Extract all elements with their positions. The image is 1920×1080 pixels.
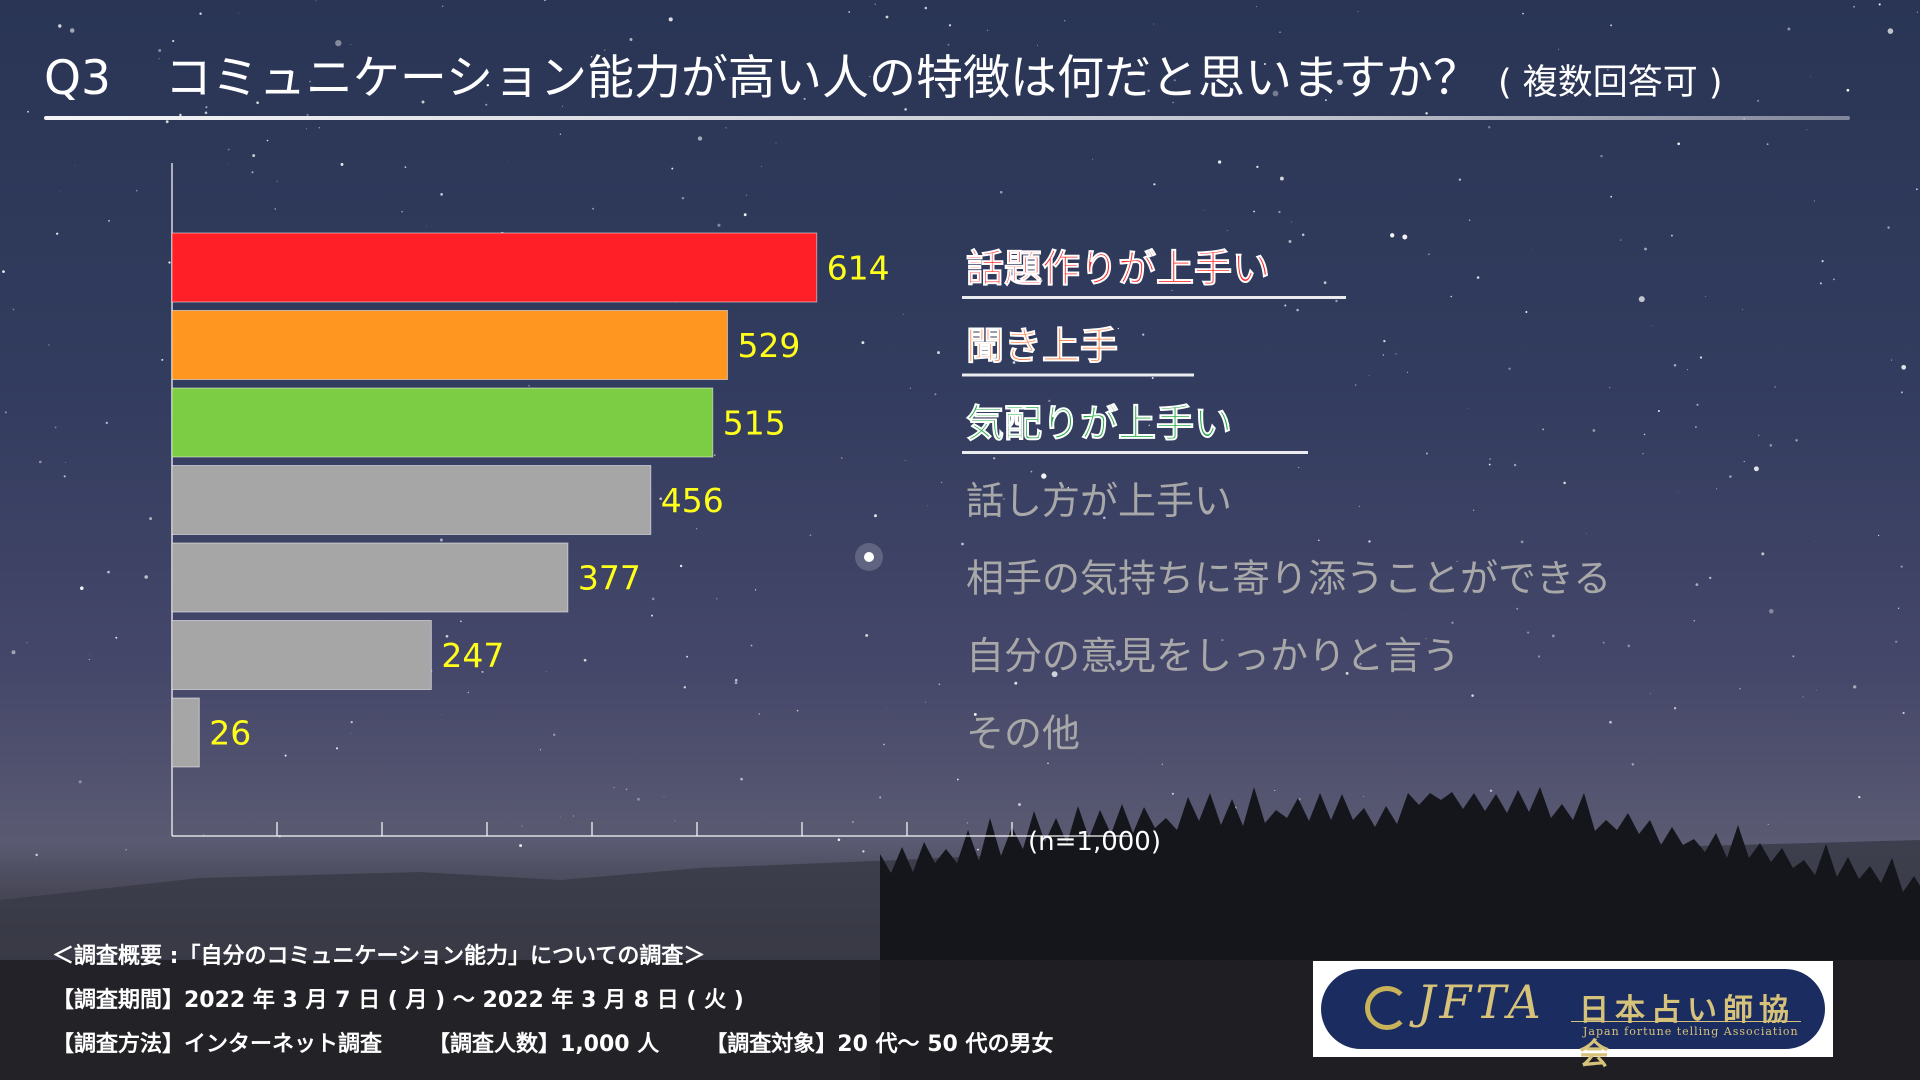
title-underline	[44, 116, 1850, 120]
logo-abbr: JFTA	[1417, 975, 1545, 1029]
logo-name-en: Japan fortune telling Association	[1583, 1025, 1799, 1038]
category-label: 話し方が上手い	[966, 479, 1232, 523]
bar	[171, 310, 728, 380]
bar-value-label: 377	[578, 559, 641, 598]
bar	[171, 542, 569, 613]
survey-target: 【調査対象】20 代～ 50 代の男女	[705, 1032, 1054, 1057]
bar-value-label: 614	[827, 249, 890, 288]
moon-icon	[1365, 986, 1409, 1030]
category-label: 話題作りが上手い	[966, 247, 1270, 291]
bar	[171, 465, 652, 535]
bar	[171, 620, 432, 690]
survey-overview-title: ＜調査概要 :「自分のコミュニケーション能力」についての調査＞	[52, 944, 706, 969]
bar-value-label: 456	[661, 481, 724, 520]
survey-count: 【調査人数】1,000 人	[428, 1032, 660, 1057]
bar-value-label: 247	[441, 636, 504, 675]
page-title: Q3 コミュニケーション能力が高い人の特徴は何だと思いますか？ ( 複数回答可 )	[44, 44, 1864, 114]
category-label: 聞き上手	[966, 324, 1118, 368]
bar-value-label: 529	[737, 326, 800, 365]
bar	[171, 232, 818, 303]
question-number: Q3	[44, 51, 111, 106]
survey-method: 【調査方法】インターネット調査	[52, 1032, 383, 1057]
highlight-underline	[962, 296, 1346, 299]
question-text: コミュニケーション能力が高い人の特徴は何だと思いますか？	[164, 51, 1480, 106]
logo-name-jp: 日本占い師協会	[1579, 993, 1795, 1072]
survey-period: 【調査期間】2022 年 3 月 7 日 ( 月 ) ～ 2022 年 3 月 …	[52, 988, 744, 1013]
category-label: 自分の意見をしっかりと言う	[966, 634, 1460, 678]
bar	[171, 697, 200, 768]
jfta-logo: JFTA 日本占い師協会 Japan fortune telling Assoc…	[1313, 961, 1833, 1072]
category-label: 相手の気持ちに寄り添うことができる	[966, 557, 1611, 601]
survey-overview: ＜調査概要 :「自分のコミュニケーション能力」についての調査＞ 【調査期間】20…	[52, 935, 1053, 1067]
bar-value-label: 26	[209, 714, 251, 753]
sample-size-note: (n=1,000)	[1028, 827, 1161, 857]
bar-value-label: 515	[723, 404, 786, 443]
category-label: 気配りが上手い	[966, 402, 1232, 446]
question-note: ( 複数回答可 )	[1497, 63, 1723, 103]
category-label: その他	[966, 712, 1080, 756]
bar	[171, 387, 714, 458]
highlight-underline	[962, 451, 1308, 454]
highlight-underline	[962, 373, 1194, 377]
